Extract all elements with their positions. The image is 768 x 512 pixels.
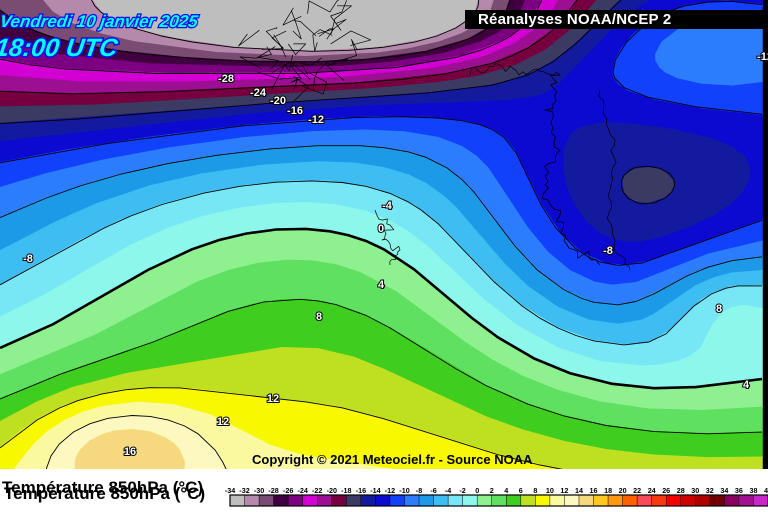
svg-text:0: 0 <box>475 486 479 495</box>
svg-text:-24: -24 <box>298 486 308 495</box>
svg-text:18: 18 <box>604 486 612 495</box>
svg-text:6: 6 <box>519 486 523 495</box>
svg-text:-6: -6 <box>430 486 436 495</box>
svg-text:28: 28 <box>677 486 685 495</box>
svg-text:34: 34 <box>720 486 728 495</box>
svg-text:22: 22 <box>633 486 641 495</box>
svg-text:-14: -14 <box>370 486 380 495</box>
svg-text:16: 16 <box>590 486 598 495</box>
svg-text:-4: -4 <box>445 486 451 495</box>
svg-text:2: 2 <box>490 486 494 495</box>
svg-text:32: 32 <box>706 486 714 495</box>
svg-text:20: 20 <box>619 486 627 495</box>
svg-text:-34: -34 <box>225 486 235 495</box>
svg-text:-32: -32 <box>239 486 249 495</box>
svg-text:-10: -10 <box>399 486 409 495</box>
svg-text:-18: -18 <box>341 486 351 495</box>
svg-text:-12: -12 <box>385 486 395 495</box>
svg-text:12: 12 <box>560 486 568 495</box>
svg-text:-30: -30 <box>254 486 264 495</box>
svg-text:30: 30 <box>691 486 699 495</box>
svg-text:-26: -26 <box>283 486 293 495</box>
svg-text:36: 36 <box>735 486 743 495</box>
svg-text:8: 8 <box>533 486 537 495</box>
svg-text:26: 26 <box>662 486 670 495</box>
svg-text:40: 40 <box>764 486 768 495</box>
svg-text:4: 4 <box>504 486 508 495</box>
svg-text:-28: -28 <box>268 486 278 495</box>
svg-text:10: 10 <box>546 486 554 495</box>
svg-text:-16: -16 <box>356 486 366 495</box>
svg-text:38: 38 <box>750 486 758 495</box>
svg-text:-20: -20 <box>327 486 337 495</box>
svg-text:-22: -22 <box>312 486 322 495</box>
svg-text:24: 24 <box>648 486 656 495</box>
svg-text:14: 14 <box>575 486 583 495</box>
svg-text:-2: -2 <box>459 486 465 495</box>
svg-text:-8: -8 <box>416 486 422 495</box>
